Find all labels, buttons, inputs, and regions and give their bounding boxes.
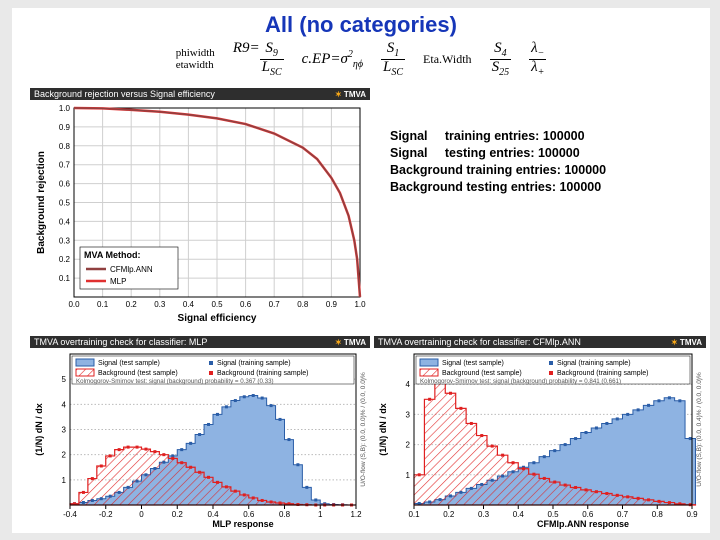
svg-text:0.3: 0.3 — [478, 510, 490, 519]
cfmlp-plot: 1 2 3 4 0.1 0.2 0.3 0.4 0.5 0.6 0.7 0.8 0.9 CFMlp.ANN… — [374, 348, 706, 529]
svg-text:0.5: 0.5 — [547, 510, 559, 519]
roc-banner: Background rejection versus Signal effic… — [30, 88, 370, 100]
svg-text:U/O-flow (S,B): (0.0, 0.4)% /: U/O-flow (S,B): (0.0, 0.4)% / (0.0, 0.0)… — [696, 372, 703, 487]
tmva-logo: ✶ TMVA — [671, 338, 702, 347]
svg-text:0.5: 0.5 — [211, 300, 223, 309]
svg-text:4: 4 — [406, 380, 411, 389]
svg-text:Signal (test sample): Signal (test sample) — [442, 360, 504, 367]
s4-s25: S4S25 — [490, 41, 512, 78]
svg-text:CFMlp.ANN response: CFMlp.ANN response — [537, 519, 629, 529]
svg-text:3: 3 — [62, 426, 67, 435]
svg-text:0.7: 0.7 — [59, 161, 71, 170]
svg-text:MLP: MLP — [110, 277, 126, 286]
svg-text:0.4: 0.4 — [59, 217, 71, 226]
svg-text:0.3: 0.3 — [154, 300, 166, 309]
tmva-logo: ✶ TMVA — [335, 90, 366, 99]
svg-text:Signal (training sample): Signal (training sample) — [217, 360, 291, 367]
svg-text:-0.2: -0.2 — [99, 510, 113, 519]
r9-formula: R9=S9LSC — [233, 40, 284, 78]
svg-text:1.0: 1.0 — [354, 300, 366, 309]
svg-text:0.8: 0.8 — [297, 300, 309, 309]
svg-text:0.1: 0.1 — [408, 510, 420, 519]
mlp-plot: 1 2 3 4 5 -0.4 -0.2 0 0.2 0.4 0.6 0.8 1 1.2 MLP respon… — [30, 348, 370, 529]
svg-text:5: 5 — [62, 375, 67, 384]
svg-text:0.3: 0.3 — [59, 236, 71, 245]
svg-text:0.8: 0.8 — [59, 142, 71, 151]
etawidth-label: Eta.Width — [423, 52, 472, 67]
svg-text:0.7: 0.7 — [269, 300, 281, 309]
svg-text:0.0: 0.0 — [68, 300, 80, 309]
svg-text:2: 2 — [406, 441, 411, 450]
svg-text:4: 4 — [62, 400, 67, 409]
svg-text:Signal (test sample): Signal (test sample) — [98, 360, 160, 367]
svg-text:0.8: 0.8 — [652, 510, 664, 519]
svg-text:(1/N) dN / dx: (1/N) dN / dx — [34, 403, 44, 456]
lambda-ratio: λ−λ+ — [529, 41, 546, 78]
svg-text:-0.4: -0.4 — [63, 510, 77, 519]
phiwidth-etawidth: phiwidth etawidth — [176, 47, 215, 71]
mlp-chart: TMVA overtraining check for classifier: … — [30, 336, 370, 530]
cfmlp-banner: TMVA overtraining check for classifier: … — [374, 336, 706, 348]
svg-text:MVA Method:: MVA Method: — [84, 250, 141, 260]
svg-text:0: 0 — [139, 510, 144, 519]
svg-text:Background (test sample): Background (test sample) — [98, 370, 178, 377]
roc-chart: Background rejection versus Signal effic… — [30, 88, 370, 326]
svg-text:Signal (training sample): Signal (training sample) — [557, 360, 631, 367]
svg-text:0.4: 0.4 — [513, 510, 525, 519]
svg-text:MLP response: MLP response — [212, 519, 273, 529]
mlp-banner: TMVA overtraining check for classifier: … — [30, 336, 370, 348]
svg-text:0.9: 0.9 — [686, 510, 698, 519]
svg-text:0.6: 0.6 — [240, 300, 252, 309]
tmva-logo: ✶ TMVA — [335, 338, 366, 347]
svg-text:0.2: 0.2 — [172, 510, 184, 519]
svg-text:0.9: 0.9 — [59, 123, 71, 132]
svg-text:Background (test sample): Background (test sample) — [442, 370, 522, 377]
svg-text:0.6: 0.6 — [59, 180, 71, 189]
svg-text:CFMlp.ANN: CFMlp.ANN — [110, 265, 153, 274]
roc-plot: 0.0 0.1 0.1 0.2 0.2 0.3 0.3 0.4 0.4 0.5 0.5 0.6 0.6 0… — [30, 100, 370, 325]
svg-text:Kolmogorov-Smirnov test: signa: Kolmogorov-Smirnov test: signal (backgro… — [76, 378, 274, 385]
svg-text:0.1: 0.1 — [59, 274, 71, 283]
svg-text:0.8: 0.8 — [279, 510, 291, 519]
svg-text:0.1: 0.1 — [97, 300, 109, 309]
svg-text:0.9: 0.9 — [326, 300, 338, 309]
svg-text:1: 1 — [406, 471, 411, 480]
svg-text:0.2: 0.2 — [59, 255, 71, 264]
svg-text:Background rejection: Background rejection — [36, 151, 47, 254]
svg-text:1.0: 1.0 — [59, 104, 71, 113]
svg-text:0.6: 0.6 — [243, 510, 255, 519]
svg-text:Background (training sample): Background (training sample) — [217, 370, 308, 377]
svg-text:2: 2 — [62, 451, 67, 460]
slide-title: All (no categories) — [12, 8, 710, 38]
svg-text:0.2: 0.2 — [126, 300, 138, 309]
svg-text:3: 3 — [406, 410, 411, 419]
svg-text:1: 1 — [62, 476, 67, 485]
cep-formula: c.EP=σ2ηϕ — [302, 49, 363, 70]
svg-text:(1/N) dN / dx: (1/N) dN / dx — [378, 403, 388, 456]
svg-text:Signal efficiency: Signal efficiency — [178, 313, 257, 324]
svg-text:0.2: 0.2 — [443, 510, 455, 519]
svg-text:0.6: 0.6 — [582, 510, 594, 519]
svg-text:0.4: 0.4 — [183, 300, 195, 309]
s1-lsc: S1LSC — [381, 41, 405, 78]
svg-text:0.4: 0.4 — [207, 510, 219, 519]
svg-text:1.2: 1.2 — [350, 510, 362, 519]
svg-text:Background (training sample): Background (training sample) — [557, 370, 648, 377]
formula-row: phiwidth etawidth R9=S9LSC c.EP=σ2ηϕ S1L… — [12, 40, 710, 78]
entries-text: Signal training entries: 100000 Signal t… — [390, 128, 606, 196]
svg-text:1: 1 — [318, 510, 323, 519]
svg-text:U/O-flow (S,B): (0.0, 0.0)% /: U/O-flow (S,B): (0.0, 0.0)% / (0.0, 0.0)… — [360, 372, 367, 487]
svg-text:0.7: 0.7 — [617, 510, 629, 519]
svg-text:Kolmogorov-Smirnov test: signa: Kolmogorov-Smirnov test: signal (backgro… — [420, 378, 621, 385]
svg-text:0.5: 0.5 — [59, 199, 71, 208]
cfmlp-chart: TMVA overtraining check for classifier: … — [374, 336, 706, 530]
